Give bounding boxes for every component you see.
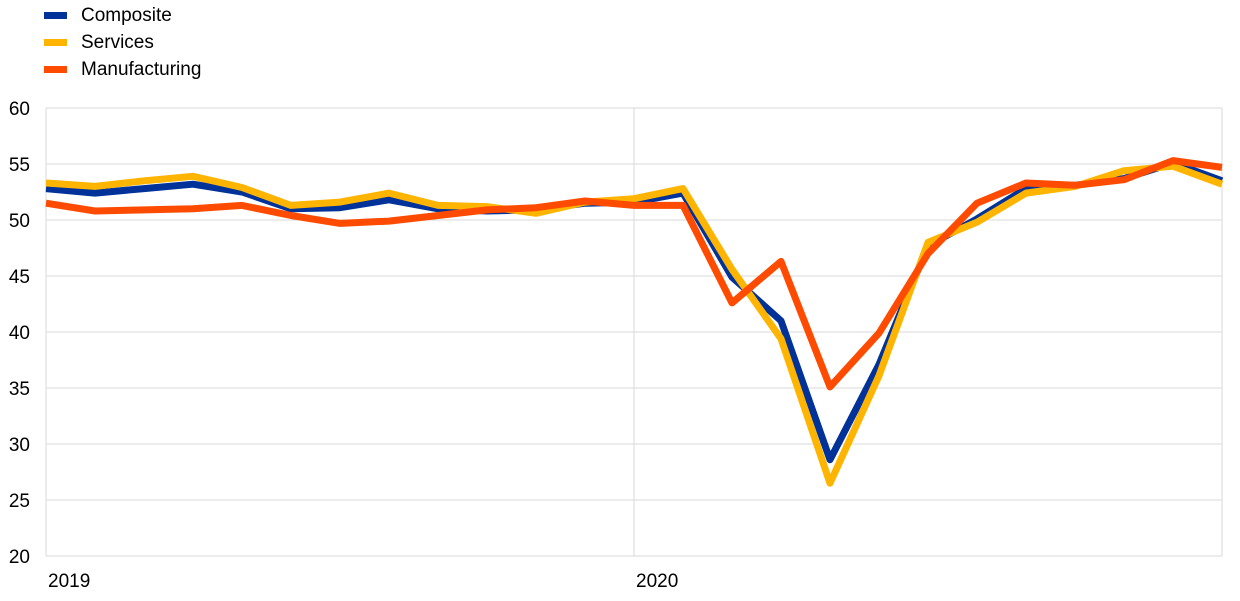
series-line-services xyxy=(45,162,1224,487)
y-tick-label-60: 60 xyxy=(9,99,30,120)
y-tick-label-25: 25 xyxy=(9,491,30,512)
y-tick-label-35: 35 xyxy=(9,379,30,400)
y-tick-label-55: 55 xyxy=(9,155,30,176)
x-tick-label-2020: 2020 xyxy=(636,571,678,592)
x-tick-label-2019: 2019 xyxy=(48,571,90,592)
y-tick-label-20: 20 xyxy=(9,547,30,568)
x-axis-tick-labels: 2019 2020 xyxy=(48,571,678,592)
legend-swatch-composite xyxy=(44,12,67,19)
legend-item-manufacturing: Manufacturing xyxy=(44,56,201,83)
chart-legend: Composite Services Manufacturing xyxy=(44,2,201,83)
y-tick-label-40: 40 xyxy=(9,323,30,344)
legend-item-services: Services xyxy=(44,29,201,56)
chart-grid xyxy=(45,107,1223,557)
legend-label-services: Services xyxy=(81,32,154,53)
legend-item-composite: Composite xyxy=(44,2,201,29)
legend-swatch-services xyxy=(44,39,67,46)
series-line-manufacturing xyxy=(45,157,1223,391)
legend-swatch-manufacturing xyxy=(44,66,67,73)
y-tick-label-45: 45 xyxy=(9,267,30,288)
y-tick-label-50: 50 xyxy=(9,211,30,232)
chart-series xyxy=(45,157,1224,487)
y-tick-label-30: 30 xyxy=(9,435,30,456)
legend-label-composite: Composite xyxy=(81,5,172,26)
legend-label-manufacturing: Manufacturing xyxy=(81,59,202,80)
y-axis-tick-labels: 60 55 50 45 40 35 30 25 20 xyxy=(9,99,30,568)
